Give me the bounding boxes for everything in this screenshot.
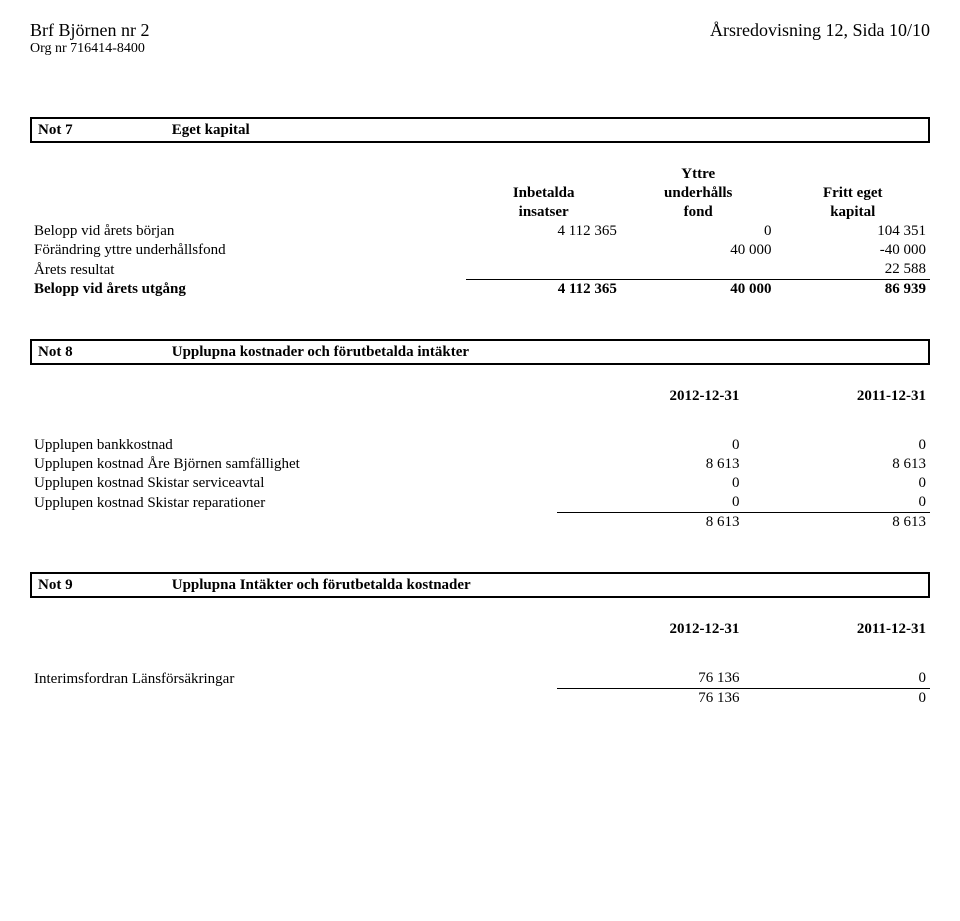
cell: 4 112 365 [466,222,621,241]
cell: 8 613 [743,455,930,474]
page-header: Brf Björnen nr 2 Org nr 716414-8400 Årsr… [30,20,930,57]
table-row: Belopp vid årets början 4 112 365 0 104 … [30,222,930,241]
note8-number: Not 8 [38,344,168,361]
note7-col2-hdr-c: fond [621,203,776,222]
cell: 76 136 [557,689,744,709]
cell [621,260,776,280]
cell: 0 [557,436,744,455]
note9-total-row: 76 136 0 [30,689,930,709]
note7-box: Not 7 Eget kapital [30,117,930,143]
row-label: Upplupen kostnad Åre Björnen samfällighe… [30,455,557,474]
cell: 8 613 [557,513,744,533]
cell: 0 [743,436,930,455]
table-row: Upplupen kostnad Åre Björnen samfällighe… [30,455,930,474]
cell: 0 [743,474,930,493]
cell: -40 000 [775,241,930,260]
cell: 76 136 [557,669,744,689]
note7-number: Not 7 [38,122,168,139]
row-label: Upplupen kostnad Skistar serviceavtal [30,474,557,493]
note7-col1-hdr-a [466,165,621,184]
cell: 8 613 [557,455,744,474]
cell: 40 000 [621,241,776,260]
cell: 0 [743,493,930,513]
note9-col1-hdr: 2012-12-31 [557,620,744,639]
note7-col1-hdr-c: insatser [466,203,621,222]
row-label: Förändring yttre underhållsfond [30,241,466,260]
row-label: Upplupen kostnad Skistar reparationer [30,493,557,513]
note7-col3-hdr-a [775,165,930,184]
cell: 0 [621,222,776,241]
cell: 104 351 [775,222,930,241]
cell: 40 000 [621,280,776,300]
table-row: Förändring yttre underhållsfond 40 000 -… [30,241,930,260]
table-row: Upplupen bankkostnad 0 0 [30,436,930,455]
cell: 86 939 [775,280,930,300]
cell: 8 613 [743,513,930,533]
note8-col1-hdr: 2012-12-31 [557,387,744,406]
cell: 0 [557,493,744,513]
org-number: Org nr 716414-8400 [30,41,149,57]
cell: 0 [743,669,930,689]
note8-table: 2012-12-31 2011-12-31 Upplupen bankkostn… [30,387,930,532]
note7-col2-hdr-a: Yttre [621,165,776,184]
note9-number: Not 9 [38,577,168,594]
table-row: Upplupen kostnad Skistar serviceavtal 0 … [30,474,930,493]
note7-table: Yttre Inbetalda underhålls Fritt eget in… [30,165,930,299]
table-row: Årets resultat 22 588 [30,260,930,280]
cell: 0 [557,474,744,493]
note7-col1-hdr-b: Inbetalda [466,184,621,203]
note8-col2-hdr: 2011-12-31 [743,387,930,406]
row-label: Belopp vid årets utgång [30,280,466,300]
table-row: Interimsfordran Länsförsäkringar 76 136 … [30,669,930,689]
cell: 22 588 [775,260,930,280]
header-left: Brf Björnen nr 2 Org nr 716414-8400 [30,20,149,57]
note9-box: Not 9 Upplupna Intäkter och förutbetalda… [30,572,930,598]
note7-total-row: Belopp vid årets utgång 4 112 365 40 000… [30,280,930,300]
note9-title: Upplupna Intäkter och förutbetalda kostn… [172,577,471,593]
note7-col2-hdr-b: underhålls [621,184,776,203]
note8-total-row: 8 613 8 613 [30,513,930,533]
note9-table: 2012-12-31 2011-12-31 Interimsfordran Lä… [30,620,930,708]
document-title: Årsredovisning 12, Sida 10/10 [710,20,930,41]
note8-box: Not 8 Upplupna kostnader och förutbetald… [30,339,930,365]
note7-col3-hdr-c: kapital [775,203,930,222]
cell [466,241,621,260]
note7-col3-hdr-b: Fritt eget [775,184,930,203]
row-label: Interimsfordran Länsförsäkringar [30,669,557,689]
cell: 4 112 365 [466,280,621,300]
row-label: Belopp vid årets början [30,222,466,241]
table-row: Upplupen kostnad Skistar reparationer 0 … [30,493,930,513]
cell: 0 [743,689,930,709]
row-label: Årets resultat [30,260,466,280]
note8-title: Upplupna kostnader och förutbetalda intä… [172,344,469,360]
company-name: Brf Björnen nr 2 [30,20,149,41]
row-label: Upplupen bankkostnad [30,436,557,455]
note7-title: Eget kapital [172,122,250,138]
note9-col2-hdr: 2011-12-31 [743,620,930,639]
cell [466,260,621,280]
